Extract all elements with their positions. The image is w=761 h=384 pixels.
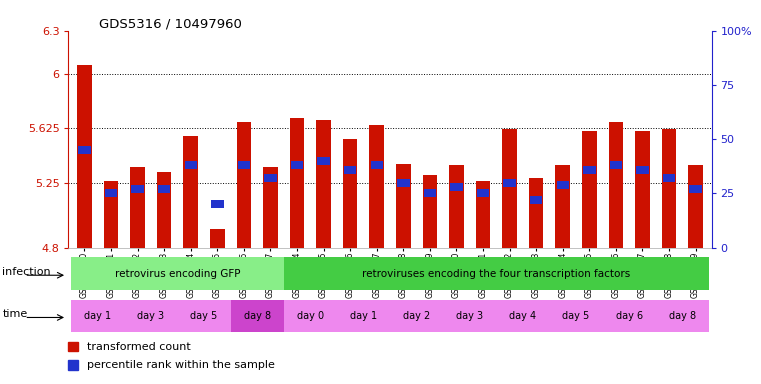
Text: retroviruses encoding the four transcription factors: retroviruses encoding the four transcrip… xyxy=(362,268,630,279)
Bar xyxy=(158,185,170,193)
Bar xyxy=(183,136,198,248)
Bar xyxy=(609,122,623,248)
Bar xyxy=(582,131,597,248)
Text: day 2: day 2 xyxy=(403,311,430,321)
Bar xyxy=(184,161,197,169)
Bar xyxy=(263,167,278,248)
Bar xyxy=(78,146,91,154)
Bar xyxy=(237,161,250,169)
Bar xyxy=(77,65,92,248)
Bar xyxy=(124,300,177,332)
Bar xyxy=(502,129,517,248)
Bar xyxy=(496,300,549,332)
Bar xyxy=(556,165,570,248)
Bar xyxy=(556,181,569,189)
Bar xyxy=(231,300,284,332)
Bar xyxy=(317,157,330,165)
Bar xyxy=(337,300,390,332)
Bar xyxy=(549,300,603,332)
Bar xyxy=(211,200,224,208)
Bar xyxy=(636,166,648,174)
Bar xyxy=(583,166,596,174)
Bar xyxy=(451,183,463,191)
Bar xyxy=(284,257,709,290)
Bar xyxy=(476,181,490,248)
Bar xyxy=(371,161,383,169)
Bar xyxy=(177,300,231,332)
Bar xyxy=(663,174,675,182)
Bar xyxy=(530,196,543,204)
Bar xyxy=(317,121,331,248)
Text: day 4: day 4 xyxy=(509,311,537,321)
Text: percentile rank within the sample: percentile rank within the sample xyxy=(87,360,275,370)
Text: day 1: day 1 xyxy=(84,311,111,321)
Text: day 6: day 6 xyxy=(616,311,643,321)
Bar xyxy=(656,300,709,332)
Bar xyxy=(291,161,303,169)
Bar xyxy=(130,167,145,248)
Text: day 3: day 3 xyxy=(137,311,164,321)
Text: day 0: day 0 xyxy=(297,311,324,321)
Bar xyxy=(71,257,284,290)
Bar xyxy=(688,165,703,248)
Text: day 5: day 5 xyxy=(562,311,590,321)
Bar xyxy=(369,125,384,248)
Text: GDS5316 / 10497960: GDS5316 / 10497960 xyxy=(99,17,242,30)
Bar xyxy=(290,118,304,248)
Bar xyxy=(284,300,337,332)
Text: retrovirus encoding GFP: retrovirus encoding GFP xyxy=(115,268,240,279)
Bar xyxy=(105,189,117,197)
Text: day 1: day 1 xyxy=(350,311,377,321)
Text: day 8: day 8 xyxy=(244,311,271,321)
Bar xyxy=(422,175,437,248)
Text: transformed count: transformed count xyxy=(87,341,190,352)
Bar xyxy=(449,165,463,248)
Bar xyxy=(157,172,171,248)
Bar xyxy=(529,178,543,248)
Text: time: time xyxy=(2,309,27,319)
Bar xyxy=(210,229,224,248)
Text: day 3: day 3 xyxy=(456,311,483,321)
Bar xyxy=(635,131,650,248)
Text: day 5: day 5 xyxy=(190,311,218,321)
Bar xyxy=(103,181,118,248)
Bar xyxy=(610,161,622,169)
Bar xyxy=(264,174,277,182)
Bar xyxy=(603,300,656,332)
Bar xyxy=(71,300,124,332)
Bar xyxy=(503,179,516,187)
Bar xyxy=(396,164,411,248)
Bar xyxy=(424,189,436,197)
Bar xyxy=(343,139,358,248)
Bar xyxy=(397,179,409,187)
Bar xyxy=(344,166,356,174)
Bar xyxy=(689,185,702,193)
Bar xyxy=(443,300,496,332)
Bar xyxy=(390,300,443,332)
Text: day 8: day 8 xyxy=(669,311,696,321)
Bar xyxy=(477,189,489,197)
Text: infection: infection xyxy=(2,267,51,277)
Bar xyxy=(132,185,144,193)
Bar xyxy=(237,122,251,248)
Bar xyxy=(662,129,677,248)
